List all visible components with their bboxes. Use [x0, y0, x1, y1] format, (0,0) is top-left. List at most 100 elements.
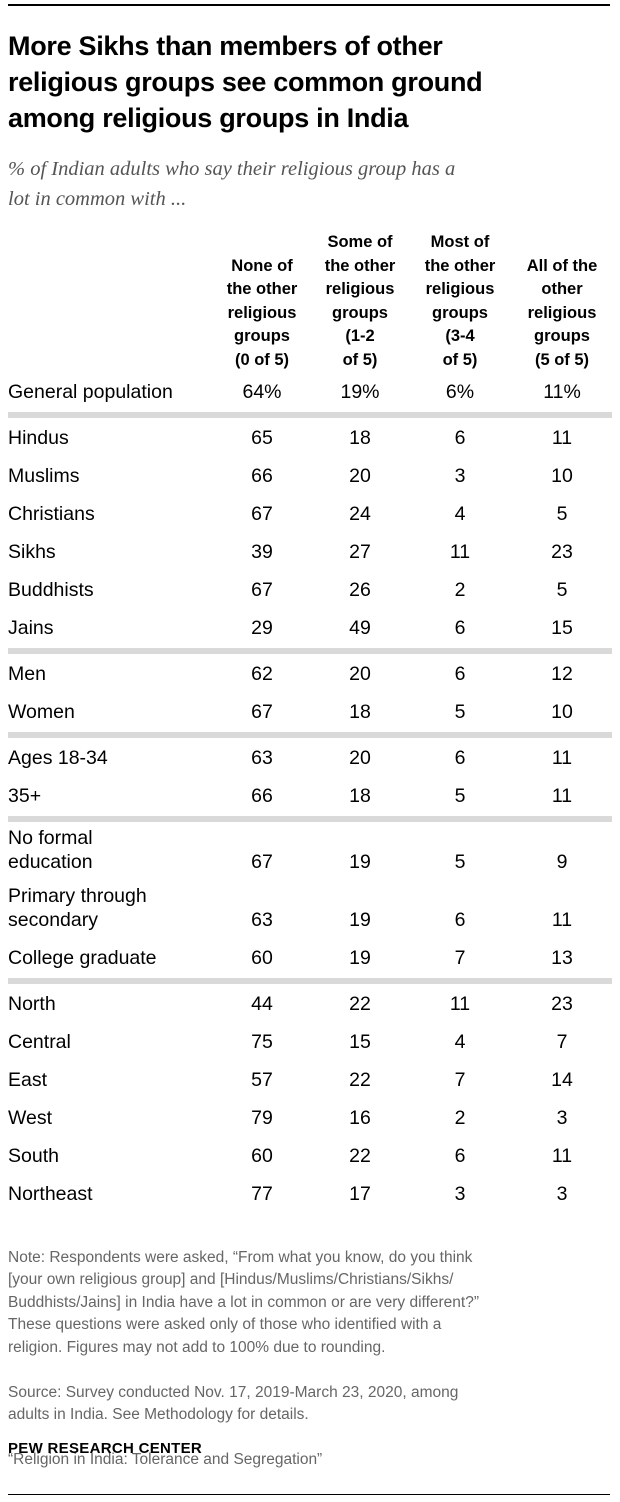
row-label: Buddhists — [8, 579, 94, 601]
table-row: Hindus 65 18 6 11 — [0, 419, 620, 457]
row-label: Northeast — [8, 1183, 93, 1205]
row-label: General population — [8, 381, 173, 403]
cell-value: 63 — [251, 747, 273, 769]
cell-value: 6% — [445, 381, 475, 403]
table-row: Sikhs 39 27 11 23 — [0, 533, 620, 571]
cell-value: 27 — [349, 541, 371, 563]
cell-value: 5 — [556, 503, 568, 525]
table-row: No formal education 67 19 5 9 — [0, 823, 620, 881]
row-label: Ages 18-34 — [8, 747, 108, 769]
cell-value: 3 — [454, 1183, 466, 1205]
cell-value: 3 — [454, 465, 466, 487]
row-label: East — [8, 1069, 48, 1091]
table-row: Muslims 66 20 3 10 — [0, 457, 620, 495]
cell-value: 77 — [251, 1183, 273, 1205]
cell-value: 19 — [349, 947, 371, 969]
cell-value: 23 — [551, 541, 573, 563]
cell-value: 6 — [454, 1145, 466, 1167]
cell-value: 11 — [551, 747, 573, 769]
cell-value: 4 — [454, 1031, 466, 1053]
cell-value: 63 — [251, 909, 273, 931]
cell-value: 67 — [251, 579, 273, 601]
column-header: All of the other religious groups (5 of … — [526, 256, 598, 369]
note: Note: Respondents were asked, “From what… — [8, 1248, 479, 1356]
row-label: No formal education — [8, 827, 93, 873]
cell-value: 15 — [349, 1031, 371, 1053]
cell-value: 18 — [349, 427, 371, 449]
table-row: General population 64% 19% 6% 11% — [0, 373, 620, 411]
bottom-rule — [8, 1494, 610, 1495]
cell-value: 6 — [454, 663, 466, 685]
table-row: Central 75 15 4 7 — [0, 1023, 620, 1061]
table-row: Jains 29 49 6 15 — [0, 609, 620, 647]
column-header: None of the other religious groups (0 of… — [226, 256, 298, 369]
cell-value: 49 — [349, 617, 371, 639]
row-label: Christians — [8, 503, 95, 525]
table-row: Primary through secondary 63 19 6 11 — [0, 881, 620, 939]
table-row: Women 67 18 5 10 — [0, 693, 620, 731]
column-header: Some of the other religious groups (1-2 … — [324, 233, 396, 369]
cell-value: 15 — [551, 617, 573, 639]
table-row: 35+ 66 18 5 11 — [0, 777, 620, 815]
cell-value: 5 — [556, 579, 568, 601]
cell-value: 18 — [349, 785, 371, 807]
cell-value: 66 — [251, 785, 273, 807]
cell-value: 11 — [551, 1145, 573, 1167]
cell-value: 44 — [251, 993, 273, 1015]
table-row: West 79 16 2 3 — [0, 1099, 620, 1137]
cell-value: 22 — [349, 1069, 371, 1091]
source: Source: Survey conducted Nov. 17, 2019-M… — [8, 1383, 459, 1424]
cell-value: 6 — [454, 747, 466, 769]
table-row: Buddhists 67 26 2 5 — [0, 571, 620, 609]
row-label: Muslims — [8, 465, 80, 487]
cell-value: 4 — [454, 503, 466, 525]
row-label: College graduate — [8, 947, 157, 969]
cell-value: 14 — [551, 1069, 573, 1091]
column-header: Most of the other religious groups (3-4 … — [424, 233, 496, 369]
cell-value: 22 — [349, 1145, 371, 1167]
cell-value: 10 — [551, 465, 573, 487]
cell-value: 10 — [551, 701, 573, 723]
cell-value: 6 — [454, 909, 466, 931]
cell-value: 60 — [251, 1145, 273, 1167]
cell-value: 11 — [449, 993, 471, 1015]
cell-value: 11 — [551, 909, 573, 931]
row-label: Central — [8, 1031, 71, 1053]
table-row: Christians 67 24 4 5 — [0, 495, 620, 533]
cell-value: 66 — [251, 465, 273, 487]
cell-value: 11 — [551, 427, 573, 449]
title: More Sikhs than members of other religio… — [8, 31, 483, 133]
cell-value: 18 — [349, 701, 371, 723]
cell-value: 65 — [251, 427, 273, 449]
report: “Religion in India: Tolerance and Segreg… — [8, 1451, 323, 1468]
row-label: Jains — [8, 617, 54, 639]
table-row: North 44 22 11 23 — [0, 985, 620, 1023]
cell-value: 29 — [251, 617, 273, 639]
cell-value: 2 — [454, 1107, 466, 1129]
cell-value: 5 — [454, 785, 466, 807]
group-separator — [8, 412, 612, 418]
row-label: Women — [8, 701, 75, 723]
cell-value: 67 — [251, 503, 273, 525]
cell-value: 11% — [543, 381, 581, 403]
cell-value: 23 — [551, 993, 573, 1015]
cell-value: 5 — [454, 851, 466, 873]
cell-value: 7 — [454, 1069, 466, 1091]
cell-value: 16 — [349, 1107, 371, 1129]
cell-value: 64% — [242, 381, 282, 403]
cell-value: 79 — [251, 1107, 273, 1129]
cell-value: 5 — [454, 701, 466, 723]
cell-value: 9 — [556, 851, 568, 873]
cell-value: 17 — [349, 1183, 371, 1205]
cell-value: 24 — [349, 503, 371, 525]
row-label: 35+ — [8, 785, 42, 807]
row-label: Primary through secondary — [8, 885, 147, 931]
table-body: General population 64% 19% 6% 11% Hindus 65 18 6… — [0, 373, 620, 1213]
cell-value: 26 — [349, 579, 371, 601]
table-row: College graduate 60 19 7 13 — [0, 939, 620, 977]
cell-value: 3 — [556, 1183, 568, 1205]
row-label: North — [8, 993, 56, 1015]
cell-value: 7 — [556, 1031, 568, 1053]
cell-value: 7 — [454, 947, 466, 969]
